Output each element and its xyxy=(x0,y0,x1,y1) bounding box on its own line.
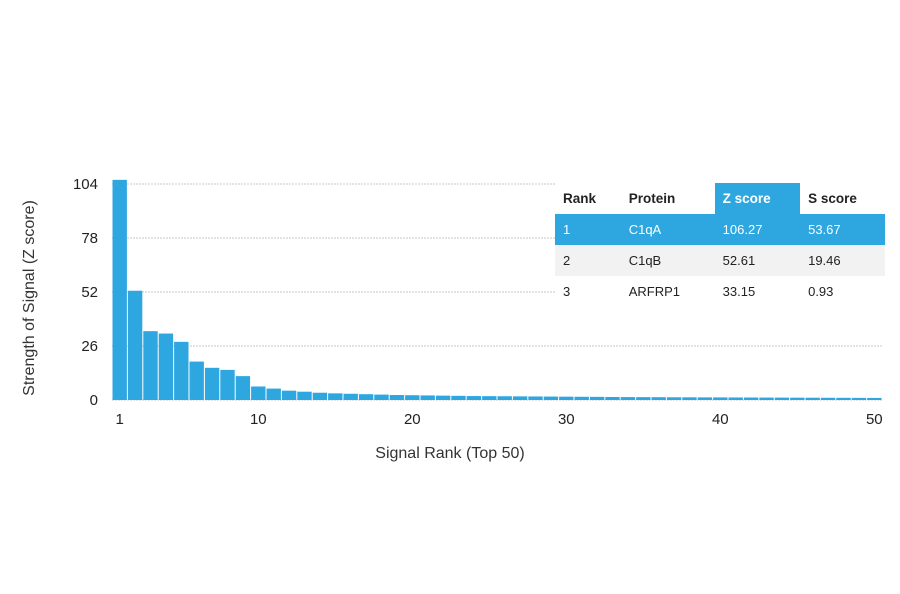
cell-z-score: 106.27 xyxy=(714,214,801,245)
header-s-score: S score xyxy=(800,183,885,214)
bar xyxy=(743,397,759,400)
y-tick-label: 78 xyxy=(81,230,98,247)
bar xyxy=(666,397,682,400)
bar xyxy=(574,396,589,400)
bar xyxy=(281,390,297,400)
bar xyxy=(435,395,451,400)
bar xyxy=(312,392,328,400)
bar xyxy=(851,397,867,400)
bar xyxy=(820,397,836,400)
bars xyxy=(112,179,882,400)
x-tick-label: 50 xyxy=(866,411,883,428)
cell-s-score: 19.46 xyxy=(800,245,885,276)
header-rank: Rank xyxy=(555,183,621,214)
bar xyxy=(774,397,790,400)
bar xyxy=(759,397,774,400)
bar xyxy=(328,393,343,400)
bar xyxy=(651,397,666,400)
x-tick-label: 40 xyxy=(712,411,729,428)
bar xyxy=(482,396,497,400)
bar xyxy=(512,396,528,400)
bar xyxy=(836,397,851,400)
bar xyxy=(143,331,158,400)
cell-rank: 3 xyxy=(555,276,621,307)
table-row: 2 C1qB 52.61 19.46 xyxy=(555,245,885,276)
table-row: 1 C1qA 106.27 53.67 xyxy=(555,214,885,245)
bar xyxy=(466,396,482,400)
y-tick-label: 104 xyxy=(73,176,98,193)
bar xyxy=(867,397,882,400)
bar xyxy=(790,397,805,400)
bar xyxy=(451,395,466,400)
bar xyxy=(528,396,543,400)
x-tick-label: 20 xyxy=(404,411,421,428)
bar xyxy=(297,391,312,400)
gridlines xyxy=(112,183,882,401)
top-proteins-table: Rank Protein Z score S score 1 C1qA 106.… xyxy=(555,183,885,307)
x-tick-label: 1 xyxy=(116,411,124,428)
header-z-score: Z score xyxy=(714,183,801,214)
x-axis-title: Signal Rank (Top 50) xyxy=(375,445,524,462)
bar xyxy=(174,341,189,400)
bar xyxy=(189,361,204,400)
bar xyxy=(127,290,143,400)
cell-rank: 2 xyxy=(555,245,621,276)
bar xyxy=(158,333,174,400)
cell-s-score: 53.67 xyxy=(800,214,885,245)
cell-protein: C1qB xyxy=(620,245,715,276)
bar xyxy=(251,386,266,400)
cell-s-score: 0.93 xyxy=(800,276,885,307)
x-tick-label: 10 xyxy=(250,411,267,428)
header-protein: Protein xyxy=(620,183,715,214)
bar xyxy=(559,396,574,400)
bar xyxy=(713,397,728,400)
bar xyxy=(636,397,651,400)
bar xyxy=(497,396,512,400)
y-tick-label: 26 xyxy=(81,338,98,355)
bar xyxy=(220,369,235,400)
x-axis-ticks: 1 10 20 30 40 50 xyxy=(116,411,883,428)
bar xyxy=(358,394,374,400)
bar xyxy=(728,397,743,400)
bar xyxy=(620,397,636,400)
x-tick-label: 30 xyxy=(558,411,575,428)
bar xyxy=(235,376,251,400)
bar xyxy=(589,396,605,400)
table-header-row: Rank Protein Z score S score xyxy=(555,183,885,214)
table-row: 3 ARFRP1 33.15 0.93 xyxy=(555,276,885,307)
y-tick-label: 0 xyxy=(90,392,98,409)
bar xyxy=(405,395,420,400)
bar xyxy=(266,388,281,400)
bar xyxy=(343,393,358,400)
y-axis-ticks: 0 26 52 78 104 xyxy=(73,176,98,409)
bar xyxy=(605,396,620,400)
bar xyxy=(682,397,697,400)
cell-z-score: 52.61 xyxy=(714,245,801,276)
cell-rank: 1 xyxy=(555,214,621,245)
cell-protein: C1qA xyxy=(620,214,715,245)
cell-protein: ARFRP1 xyxy=(620,276,715,307)
bar xyxy=(204,367,220,400)
bar xyxy=(543,396,559,400)
bar xyxy=(420,395,435,400)
y-axis-title: Strength of Signal (Z score) xyxy=(21,200,38,396)
y-tick-label: 52 xyxy=(81,284,98,301)
bar xyxy=(374,394,389,400)
bar xyxy=(805,397,820,400)
bar xyxy=(389,395,405,400)
bar xyxy=(697,397,713,400)
bar xyxy=(112,179,127,400)
cell-z-score: 33.15 xyxy=(714,276,801,307)
